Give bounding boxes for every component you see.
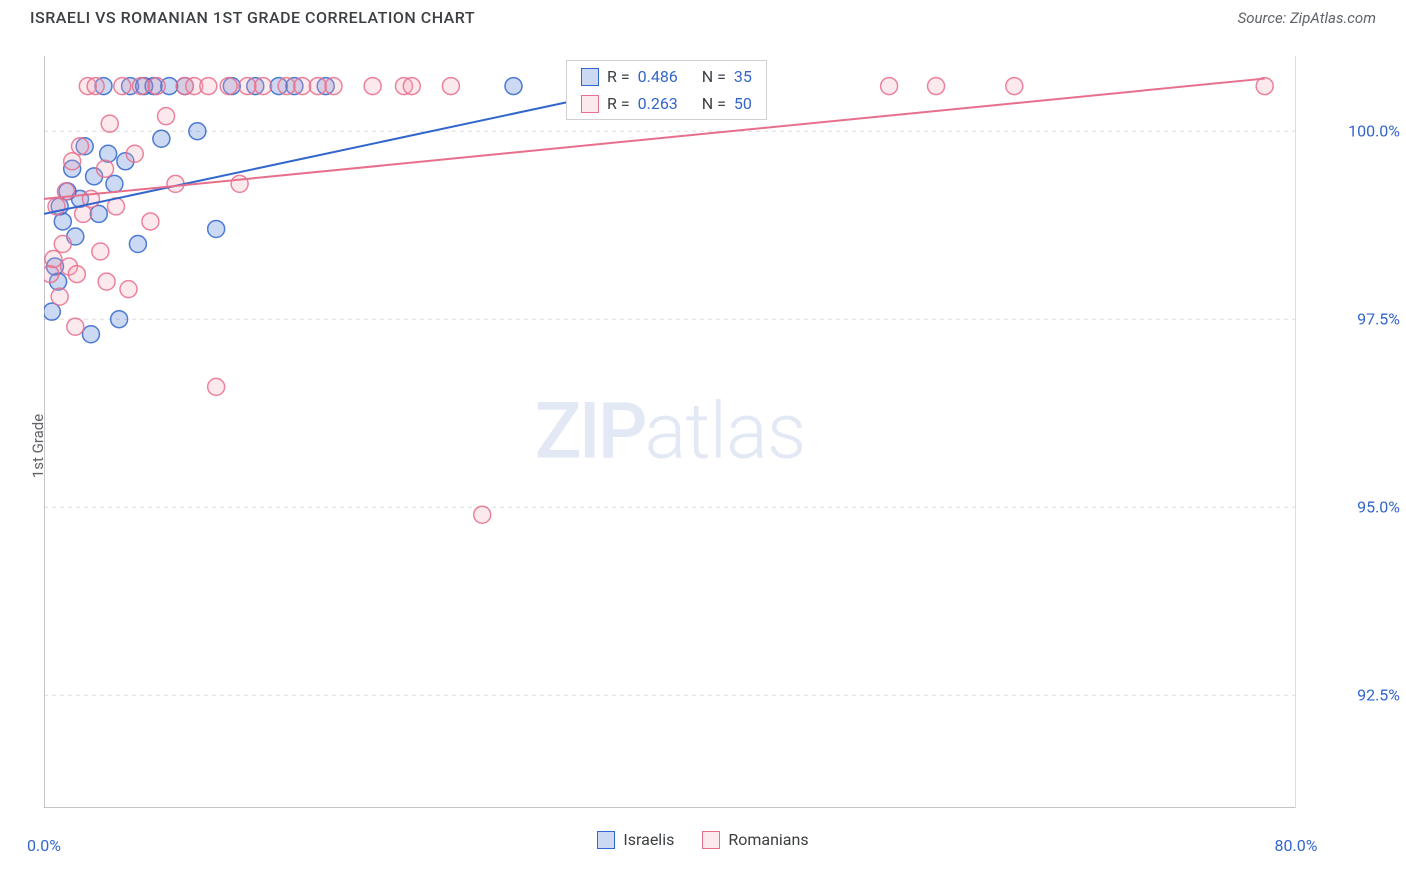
legend-item: Israelis xyxy=(597,830,674,849)
data-point xyxy=(51,288,68,305)
data-point xyxy=(231,175,248,192)
data-point xyxy=(278,78,295,95)
data-point xyxy=(98,273,115,290)
y-tick-label: 97.5% xyxy=(1357,310,1400,329)
legend-swatch xyxy=(702,831,720,849)
data-point xyxy=(64,153,81,170)
correlation-row: R = 0.486 N = 35 xyxy=(567,63,766,90)
data-point xyxy=(1006,78,1023,95)
data-point xyxy=(403,78,420,95)
data-point xyxy=(67,318,84,335)
data-point xyxy=(189,123,206,140)
correlation-legend: R = 0.486 N = 35R = 0.263 N = 50 xyxy=(566,60,767,120)
source-label: Source: ZipAtlas.com xyxy=(1238,9,1376,27)
data-point xyxy=(364,78,381,95)
chart-area: ZIPatlas R = 0.486 N = 35R = 0.263 N = 5… xyxy=(44,56,1296,808)
data-point xyxy=(325,78,342,95)
data-point xyxy=(309,78,326,95)
data-point xyxy=(239,78,256,95)
data-point xyxy=(255,78,272,95)
data-point xyxy=(87,78,104,95)
legend-swatch xyxy=(581,95,599,113)
data-point xyxy=(126,145,143,162)
legend-swatch xyxy=(581,68,599,86)
data-point xyxy=(75,205,92,222)
data-point xyxy=(129,236,146,253)
data-point xyxy=(45,251,62,268)
y-tick-label: 95.0% xyxy=(1357,498,1400,517)
legend-label: Israelis xyxy=(623,830,674,849)
y-axis-ticks: 92.5% 95.0% 97.5% 100.0% xyxy=(1310,56,1400,808)
data-point xyxy=(220,78,237,95)
data-point xyxy=(97,160,114,177)
chart-title: ISRAELI VS ROMANIAN 1ST GRADE CORRELATIO… xyxy=(30,8,475,27)
data-point xyxy=(928,78,945,95)
data-point xyxy=(133,78,150,95)
data-point xyxy=(200,78,217,95)
data-point xyxy=(90,205,107,222)
series-legend: Israelis Romanians xyxy=(0,830,1406,853)
x-tick-label: 0.0% xyxy=(27,836,61,855)
data-point xyxy=(106,175,123,192)
data-point xyxy=(294,78,311,95)
data-point xyxy=(120,281,137,298)
data-point xyxy=(100,145,117,162)
y-tick-label: 92.5% xyxy=(1357,686,1400,705)
data-point xyxy=(148,78,165,95)
scatter-plot xyxy=(44,56,1296,808)
data-point xyxy=(111,311,128,328)
data-point xyxy=(71,138,88,155)
data-point xyxy=(44,303,60,320)
data-point xyxy=(68,266,85,283)
legend-item: Romanians xyxy=(702,830,808,849)
data-point xyxy=(114,78,131,95)
data-point xyxy=(208,378,225,395)
data-point xyxy=(208,220,225,237)
data-point xyxy=(44,266,59,283)
data-point xyxy=(505,78,522,95)
data-point xyxy=(881,78,898,95)
legend-label: Romanians xyxy=(728,830,808,849)
correlation-row: R = 0.263 N = 50 xyxy=(567,90,766,117)
data-point xyxy=(153,130,170,147)
data-point xyxy=(474,506,491,523)
y-tick-label: 100.0% xyxy=(1348,122,1400,141)
legend-swatch xyxy=(597,831,615,849)
data-point xyxy=(82,326,99,343)
data-point xyxy=(442,78,459,95)
data-point xyxy=(54,236,71,253)
data-point xyxy=(101,115,118,132)
data-point xyxy=(92,243,109,260)
x-tick-label: 80.0% xyxy=(1275,836,1318,855)
data-point xyxy=(158,108,175,125)
data-point xyxy=(142,213,159,230)
